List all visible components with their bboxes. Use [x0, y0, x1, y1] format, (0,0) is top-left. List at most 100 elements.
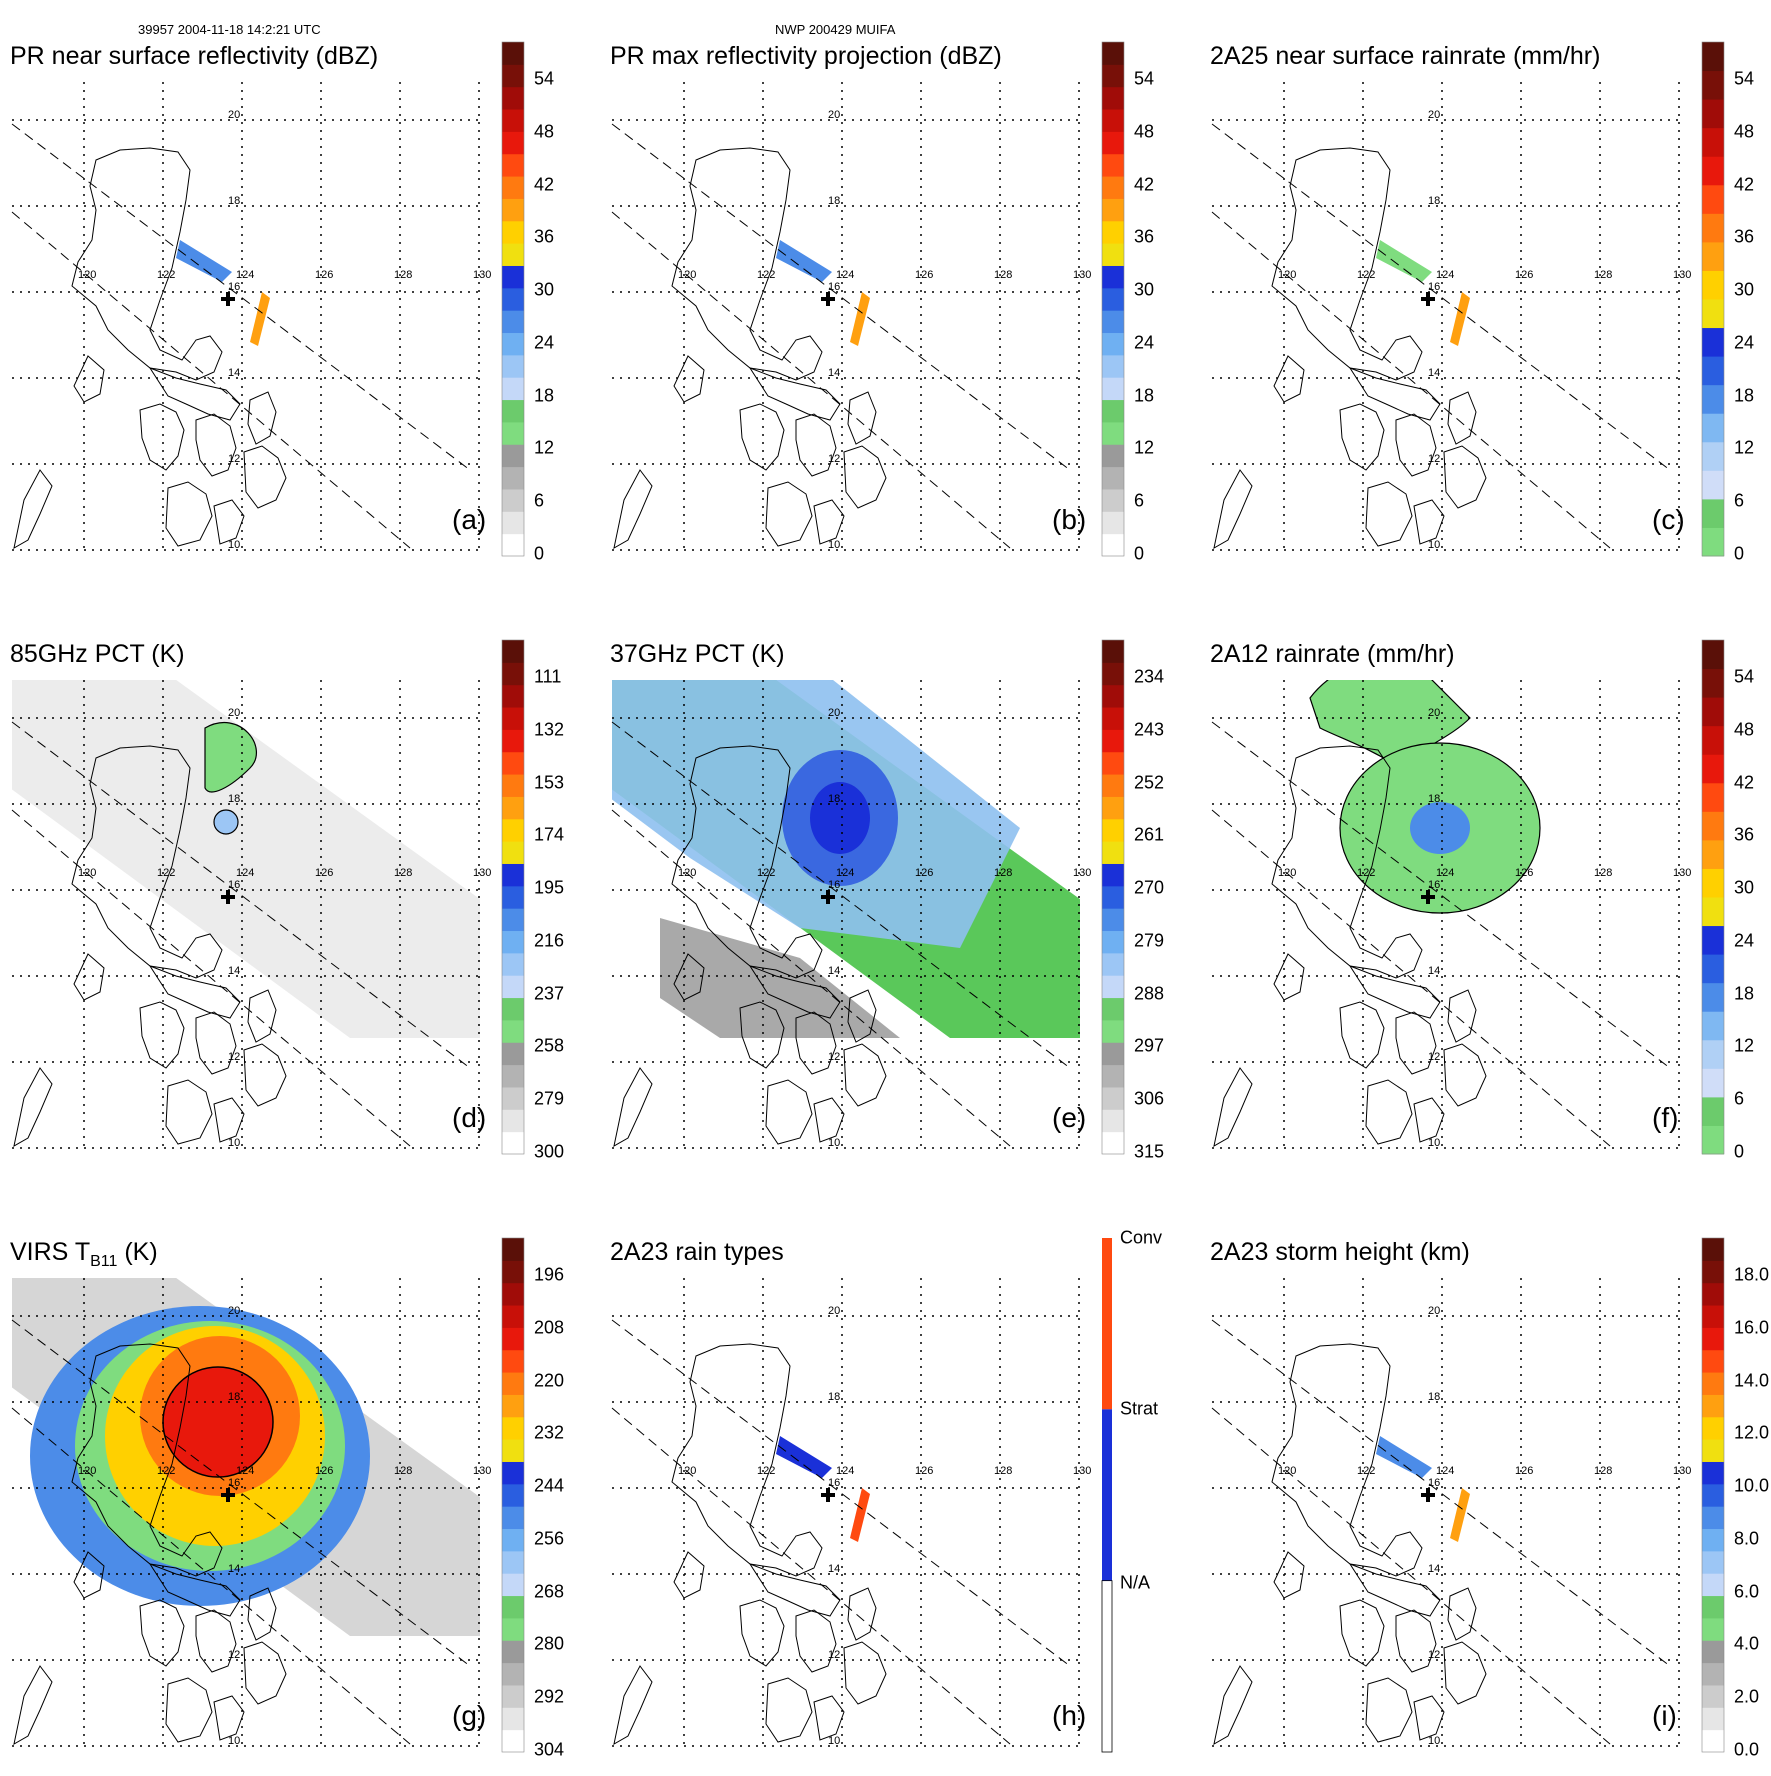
lon-label-122: 122 [757, 867, 775, 879]
coastline-8 [613, 1665, 653, 1745]
colorbar-swatch [1102, 488, 1124, 512]
colorbar-swatch [1702, 1617, 1724, 1641]
panel-letter-a: (a) [452, 504, 487, 535]
lat-label-14: 14 [1428, 1563, 1440, 1575]
panel-g: 120 122 124 126 128 130 10 12 14 16 18 20 VIRS TB11 … [0, 1196, 564, 1776]
lon-label-128: 128 [1594, 269, 1612, 281]
pr-echo-band [1450, 292, 1470, 346]
coastline-2 [673, 1551, 705, 1599]
coastline-0 [671, 745, 823, 979]
storm-center-marker [821, 292, 835, 306]
lon-label-124: 124 [236, 867, 254, 879]
lon-label-126: 126 [315, 867, 333, 879]
colorbar-tick: 315 [1134, 1141, 1165, 1162]
coastline-6 [843, 445, 887, 509]
colorbar-tick: 297 [1134, 1035, 1165, 1056]
lat-label-10: 10 [228, 1137, 240, 1149]
warm-land-area [660, 918, 900, 1038]
colorbar-tick: 279 [1134, 930, 1165, 951]
map-g: 120 122 124 126 128 130 10 12 14 16 18 20 [11, 1237, 525, 1753]
lat-label-14: 14 [228, 1563, 240, 1575]
colorbar-tick: 54 [1734, 666, 1755, 687]
coastline-0 [671, 1343, 823, 1577]
colorbar-swatch [502, 1617, 524, 1641]
colorbar-swatch [1102, 796, 1124, 820]
colorbar-tick: 30 [1734, 279, 1755, 300]
colorbar-tick: 0.0 [1734, 1739, 1760, 1760]
lon-label-126: 126 [315, 1465, 333, 1477]
colorbar-swatch [1102, 662, 1124, 686]
swath-edge-south [11, 211, 411, 549]
colorbar-tick: 36 [1734, 226, 1755, 247]
lat-label-10: 10 [1428, 1735, 1440, 1747]
lon-label-122: 122 [757, 269, 775, 281]
colorbar-swatch [1702, 413, 1724, 443]
lat-label-12: 12 [828, 1051, 840, 1063]
colorbar-swatch [502, 930, 524, 954]
lat-label-18: 18 [228, 793, 240, 805]
colorbar-swatch [1102, 399, 1124, 423]
coastline-3 [1339, 1599, 1385, 1667]
coastline-2 [673, 953, 705, 1001]
coastline-1 [1348, 1562, 1441, 1617]
map-f: 120 122 124 126 128 130 10 12 14 16 18 20 [1211, 639, 1725, 1155]
swath-edge-south [1211, 1407, 1611, 1745]
lat-label-20: 20 [828, 707, 840, 719]
lat-label-18: 18 [228, 195, 240, 207]
colorbar-swatch [1702, 1068, 1724, 1098]
colorbar-tick: 220 [534, 1370, 565, 1391]
lon-label-128: 128 [994, 269, 1012, 281]
colorbar-swatch [1702, 725, 1724, 755]
coastline-1 [148, 366, 241, 421]
lon-label-126: 126 [915, 269, 933, 281]
lat-label-20: 20 [1428, 1305, 1440, 1317]
colorbar-swatch [502, 1086, 524, 1110]
coastline-5 [247, 1587, 277, 1641]
colorbar-swatch [1702, 925, 1724, 955]
lat-label-12: 12 [1428, 1649, 1440, 1661]
colorbar-tick: 288 [1134, 983, 1165, 1004]
lon-label-126: 126 [1515, 269, 1533, 281]
lat-label-16: 16 [828, 1477, 840, 1489]
colorbar-tick: 111 [534, 666, 562, 687]
colorbar-swatch [1702, 782, 1724, 812]
colorbar-tick: 18 [534, 385, 555, 406]
colorbar-swatch [502, 841, 524, 864]
coastline-6 [1443, 445, 1487, 509]
map-d: 120 122 124 126 128 130 10 12 14 16 18 20 [11, 639, 525, 1155]
lon-label-128: 128 [1594, 1465, 1612, 1477]
lon-label-124: 124 [836, 1465, 854, 1477]
coastline-3 [1339, 403, 1385, 471]
coastline-0 [1271, 1343, 1423, 1577]
panel-title-e: 37GHz PCT (K) [610, 640, 785, 668]
colorbar-tick: 0 [1134, 543, 1145, 564]
colorbar-swatch [1702, 42, 1724, 72]
lat-label-12: 12 [1428, 453, 1440, 465]
colorbar-tick: 42 [534, 174, 555, 195]
colorbar-swatch [502, 729, 524, 753]
colorbar-swatch [1102, 863, 1124, 887]
lon-label-128: 128 [394, 867, 412, 879]
panel-title-i: 2A23 storm height (km) [1210, 1238, 1470, 1266]
panel-letter-c: (c) [1652, 504, 1685, 535]
panel-c: 120 122 124 126 128 130 10 12 14 16 18 20 2A25 near … [1200, 0, 1760, 580]
colorbar-tick: 306 [1134, 1088, 1165, 1109]
colorbar-swatch [502, 1131, 524, 1155]
colorbar-tick: 48 [534, 121, 555, 142]
coastline-1 [148, 964, 241, 1019]
coastline-9 [813, 1695, 845, 1741]
colorbar-tick: 2.0 [1734, 1686, 1760, 1707]
colorbar-swatch [502, 1729, 524, 1753]
colorbar-swatch [1702, 1573, 1724, 1597]
colorbar-swatch [1702, 640, 1724, 670]
colorbar-swatch [1102, 1109, 1124, 1133]
colorbar-swatch [1702, 470, 1724, 500]
pr-echo-core [1376, 240, 1432, 282]
colorbar-conv [1102, 1238, 1112, 1410]
colorbar-tick: 42 [1734, 174, 1755, 195]
coastline-7 [765, 481, 813, 547]
colorbar-swatch [502, 1595, 524, 1619]
pr-echo-core [176, 240, 232, 282]
colorbar-swatch [502, 1349, 524, 1373]
lon-label-126: 126 [315, 269, 333, 281]
